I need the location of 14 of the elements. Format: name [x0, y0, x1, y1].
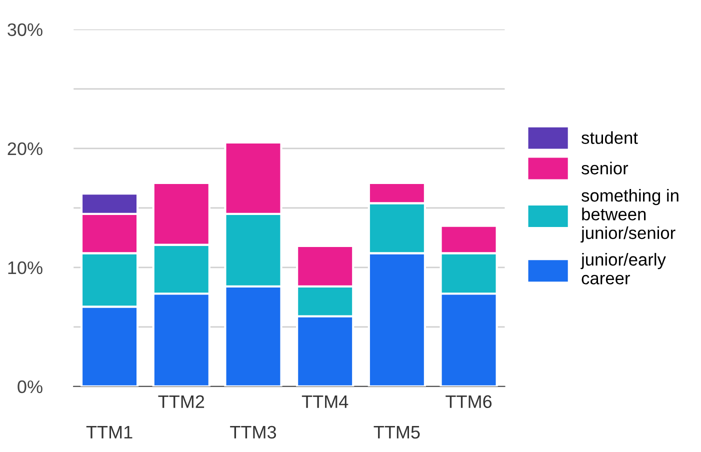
legend-label: student — [582, 131, 638, 144]
y-tick-label: 0% — [18, 380, 42, 394]
x-tick-label: TTM4 — [302, 395, 348, 408]
legend-label: junior/early career — [580, 252, 666, 284]
legend-label: senior — [582, 162, 628, 174]
y-tick-label: 10% — [8, 261, 42, 274]
x-tick-label: TTM2 — [158, 395, 204, 408]
legend-label: something in between junior/senior — [580, 188, 678, 243]
y-tick-label: 20% — [8, 142, 42, 156]
y-tick-label: 30% — [8, 23, 42, 36]
x-tick-label: TTM6 — [446, 395, 492, 408]
x-tick-label: TTM1 — [86, 426, 132, 438]
x-tick-label: TTM5 — [374, 426, 420, 439]
x-tick-label: TTM3 — [230, 426, 276, 439]
